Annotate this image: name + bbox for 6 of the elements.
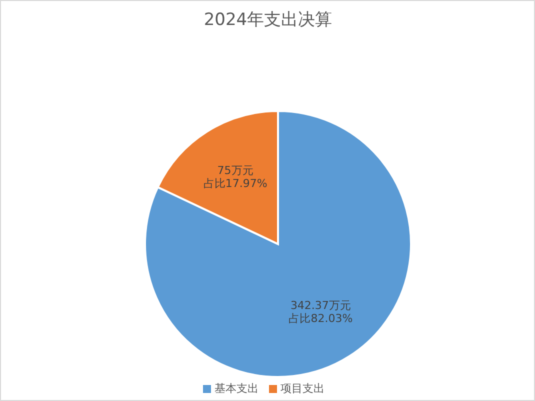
legend-label: 项目支出 [280,382,324,395]
chart-title: 2024年支出决算 [204,10,332,30]
data-label: 342.37万元占比82.03% [288,298,353,325]
pie-slice [144,110,412,378]
legend-label: 基本支出 [214,382,258,395]
data-label: 75万元占比17.97% [203,164,268,190]
